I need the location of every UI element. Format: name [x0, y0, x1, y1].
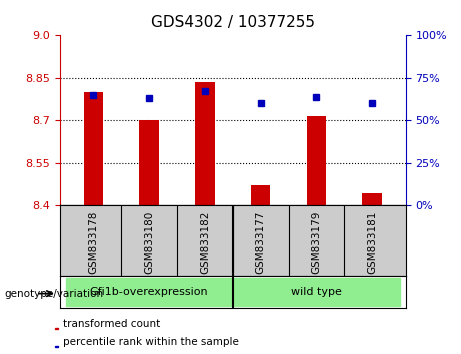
Text: wild type: wild type [291, 287, 342, 297]
Bar [55, 346, 58, 347]
Text: transformed count: transformed count [63, 319, 160, 329]
Text: genotype/variation: genotype/variation [5, 289, 104, 299]
Text: percentile rank within the sample: percentile rank within the sample [63, 337, 239, 348]
Bar [233, 278, 400, 306]
Text: GSM833179: GSM833179 [312, 211, 321, 274]
Text: GSM833182: GSM833182 [200, 211, 210, 274]
Text: GSM833181: GSM833181 [367, 211, 377, 274]
Title: GDS4302 / 10377255: GDS4302 / 10377255 [151, 15, 315, 30]
Text: GSM833178: GSM833178 [89, 211, 98, 274]
Bar [251, 185, 271, 205]
Bar [83, 92, 103, 205]
Bar [307, 116, 326, 205]
Bar [65, 278, 233, 306]
Bar [139, 120, 159, 205]
Bar [195, 82, 215, 205]
Text: Gfi1b-overexpression: Gfi1b-overexpression [90, 287, 208, 297]
Bar [55, 328, 58, 329]
Text: GSM833180: GSM833180 [144, 211, 154, 274]
Text: GSM833177: GSM833177 [256, 211, 266, 274]
Bar [362, 193, 382, 205]
